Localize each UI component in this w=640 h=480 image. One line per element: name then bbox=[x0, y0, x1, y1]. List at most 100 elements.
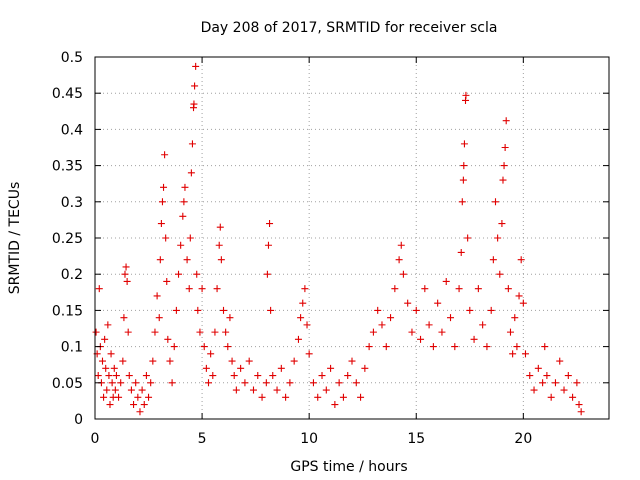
data-point bbox=[205, 379, 213, 387]
data-point bbox=[348, 357, 356, 365]
data-point bbox=[193, 270, 201, 278]
data-point bbox=[397, 241, 405, 249]
data-point bbox=[541, 343, 549, 351]
data-point bbox=[494, 234, 502, 242]
data-point bbox=[200, 343, 208, 351]
data-point bbox=[551, 379, 559, 387]
data-point bbox=[499, 176, 507, 184]
data-point bbox=[273, 386, 281, 394]
data-point bbox=[511, 314, 519, 322]
data-point bbox=[556, 357, 564, 365]
data-point bbox=[192, 62, 200, 70]
data-point bbox=[249, 386, 257, 394]
data-point bbox=[254, 372, 262, 380]
data-point bbox=[530, 386, 538, 394]
data-point bbox=[121, 270, 129, 278]
data-point bbox=[547, 393, 555, 401]
data-point bbox=[153, 292, 161, 300]
x-tick-label: 0 bbox=[91, 431, 100, 447]
data-point bbox=[258, 393, 266, 401]
y-tick-label: 0.35 bbox=[52, 159, 83, 175]
data-point bbox=[526, 372, 534, 380]
data-point bbox=[506, 328, 514, 336]
data-point bbox=[157, 220, 165, 228]
data-point bbox=[127, 386, 135, 394]
data-point bbox=[344, 372, 352, 380]
data-point bbox=[155, 314, 163, 322]
data-point bbox=[374, 306, 382, 314]
data-point bbox=[577, 408, 585, 416]
data-point bbox=[504, 285, 512, 293]
data-point bbox=[156, 256, 164, 264]
axis-ticks: 0 0.05 0.1 0.15 0.2 0.25 0.3 0.35 0.4 0.45 0.5 0 5 10… bbox=[52, 50, 609, 447]
data-point bbox=[190, 100, 198, 108]
data-point bbox=[286, 379, 294, 387]
data-point bbox=[125, 372, 133, 380]
data-point bbox=[211, 328, 219, 336]
data-point bbox=[290, 357, 298, 365]
data-point bbox=[305, 350, 313, 358]
data-point bbox=[429, 343, 437, 351]
data-point bbox=[318, 372, 326, 380]
data-point bbox=[164, 335, 172, 343]
data-points bbox=[92, 62, 585, 416]
data-point bbox=[92, 328, 100, 336]
data-point bbox=[277, 364, 285, 372]
data-point bbox=[299, 299, 307, 307]
data-point bbox=[470, 335, 478, 343]
data-point bbox=[451, 343, 459, 351]
data-point bbox=[130, 401, 138, 409]
x-tick-label: 15 bbox=[407, 431, 425, 447]
data-point bbox=[297, 314, 305, 322]
data-point bbox=[421, 285, 429, 293]
data-point bbox=[180, 198, 188, 206]
data-point bbox=[94, 372, 102, 380]
data-point bbox=[382, 343, 390, 351]
y-tick-label: 0.4 bbox=[61, 122, 83, 138]
data-point bbox=[301, 285, 309, 293]
data-point bbox=[263, 270, 271, 278]
data-point bbox=[202, 364, 210, 372]
data-point bbox=[335, 379, 343, 387]
data-point bbox=[459, 176, 467, 184]
data-point bbox=[487, 306, 495, 314]
data-point bbox=[455, 285, 463, 293]
data-point bbox=[216, 223, 224, 231]
data-point bbox=[161, 151, 169, 159]
data-point bbox=[106, 401, 114, 409]
chart-title: Day 208 of 2017, SRMTID for receiver scl… bbox=[201, 20, 498, 36]
data-point bbox=[140, 401, 148, 409]
data-point bbox=[138, 386, 146, 394]
data-point bbox=[111, 386, 119, 394]
data-point bbox=[163, 277, 171, 285]
data-point bbox=[181, 183, 189, 191]
data-point bbox=[179, 212, 187, 220]
data-point bbox=[479, 321, 487, 329]
data-point bbox=[217, 256, 225, 264]
data-point bbox=[294, 335, 302, 343]
data-point bbox=[209, 372, 217, 380]
grid bbox=[95, 57, 609, 419]
data-point bbox=[213, 285, 221, 293]
data-point bbox=[412, 306, 420, 314]
data-point bbox=[220, 306, 227, 314]
data-point bbox=[134, 393, 142, 401]
data-point bbox=[245, 357, 253, 365]
data-point bbox=[132, 379, 140, 387]
y-tick-label: 0.2 bbox=[61, 267, 83, 283]
y-tick-label: 0.05 bbox=[52, 376, 83, 392]
data-point bbox=[458, 198, 466, 206]
data-point bbox=[158, 198, 166, 206]
data-point bbox=[564, 372, 572, 380]
data-point bbox=[573, 379, 581, 387]
x-tick-label: 10 bbox=[300, 431, 318, 447]
data-point bbox=[107, 350, 115, 358]
data-point bbox=[369, 328, 377, 336]
data-point bbox=[110, 364, 118, 372]
data-point bbox=[560, 386, 568, 394]
data-point bbox=[498, 220, 506, 228]
y-tick-label: 0.3 bbox=[61, 195, 83, 211]
data-point bbox=[230, 372, 238, 380]
data-point bbox=[521, 350, 529, 358]
data-point bbox=[395, 256, 403, 264]
